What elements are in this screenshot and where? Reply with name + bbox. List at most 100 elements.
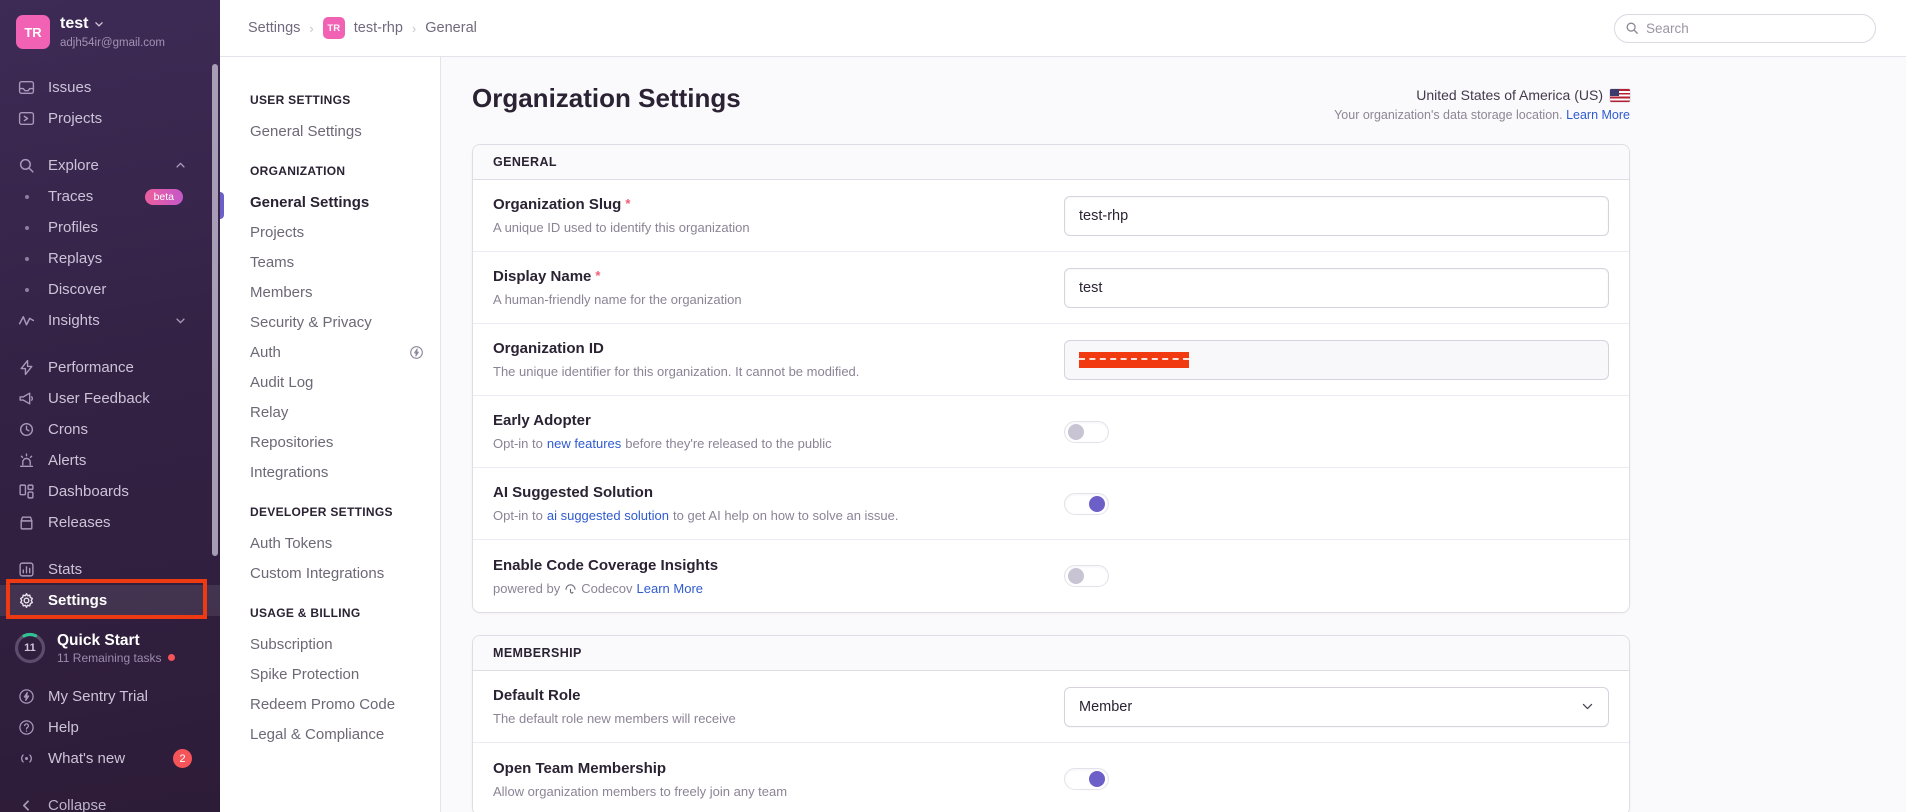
ai-suggested-solution-link[interactable]: ai suggested solution xyxy=(546,508,670,523)
breadcrumb-general[interactable]: General xyxy=(425,20,477,36)
subnav-header-user-settings: USER SETTINGS xyxy=(250,93,351,107)
ai-suggested-solution-toggle[interactable] xyxy=(1064,492,1109,515)
issues-icon xyxy=(18,81,35,95)
megaphone-icon xyxy=(19,392,34,405)
chevron-down-icon xyxy=(95,22,104,27)
subnav-item-members[interactable]: Members xyxy=(250,283,313,301)
codecov-learn-more-link[interactable]: Learn More xyxy=(636,580,704,596)
org-avatar-chip: TR xyxy=(322,17,345,39)
circle-lightning-icon xyxy=(410,345,423,359)
general-panel-header: GENERAL xyxy=(473,145,1629,180)
early-adopter-toggle[interactable] xyxy=(1064,420,1109,443)
early-adopter-row: Early Adopter Opt-in to new features bef… xyxy=(473,396,1629,468)
open-team-membership-row: Open Team Membership Allow organization … xyxy=(473,743,1629,812)
quick-start-count: 11 xyxy=(24,642,36,655)
required-asterisk: * xyxy=(595,268,601,283)
whats-new-badge: 2 xyxy=(173,749,192,769)
codecov-icon xyxy=(565,583,576,594)
subnav-item-legal-compliance[interactable]: Legal & Compliance xyxy=(250,725,385,743)
subnav-item-security-privacy[interactable]: Security & Privacy xyxy=(250,313,372,331)
sidebar-item-explore[interactable]: Explore xyxy=(0,150,220,181)
general-panel: GENERAL Organization Slug * A unique ID u… xyxy=(472,144,1630,613)
primary-sidebar: TR test adjh54ir@gmail.com Issues Projec… xyxy=(0,0,220,812)
sidebar-item-stats[interactable]: Stats xyxy=(0,554,220,585)
subnav-item-redeem-promo-code[interactable]: Redeem Promo Code xyxy=(250,695,396,713)
code-coverage-toggle[interactable] xyxy=(1064,565,1109,587)
toggle-knob xyxy=(1089,495,1105,512)
sidebar-scrollbar[interactable] xyxy=(212,64,218,556)
beta-badge: beta xyxy=(144,188,183,205)
sidebar-item-whats-new[interactable]: What's new 2 xyxy=(0,743,220,774)
display-name-input[interactable] xyxy=(1064,267,1609,308)
default-role-select[interactable]: Member xyxy=(1064,686,1609,727)
bullet-icon xyxy=(18,194,35,199)
region-name: United States of America (US) xyxy=(1416,87,1603,103)
active-nav-indicator xyxy=(220,192,224,219)
sidebar-item-collapse[interactable]: Collapse xyxy=(0,790,220,812)
sidebar-item-crons[interactable]: Crons xyxy=(0,414,220,445)
open-team-membership-toggle[interactable] xyxy=(1064,768,1109,790)
circle-question-icon xyxy=(19,720,34,736)
sidebar-item-help[interactable]: Help xyxy=(0,712,220,743)
subnav-item-teams[interactable]: Teams xyxy=(250,253,295,271)
chevron-up-icon xyxy=(176,162,185,168)
sidebar-item-performance[interactable]: Performance xyxy=(0,352,220,383)
organization-id-field xyxy=(1064,339,1609,380)
subnav-header-developer-settings: DEVELOPER SETTINGS xyxy=(250,505,393,519)
sidebar-item-issues[interactable]: Issues xyxy=(0,72,220,103)
organization-slug-input[interactable] xyxy=(1064,195,1609,236)
bullet-icon xyxy=(18,225,35,230)
subnav-item-relay[interactable]: Relay xyxy=(250,403,289,421)
toggle-knob xyxy=(1068,423,1084,440)
main-content: Organization Settings United States of A… xyxy=(441,57,1906,812)
sidebar-item-dashboards[interactable]: Dashboards xyxy=(0,476,220,507)
region-learn-more-link[interactable]: Learn More xyxy=(1566,108,1630,122)
subnav-item-user-general-settings[interactable]: General Settings xyxy=(250,122,362,140)
breadcrumb-settings[interactable]: Settings xyxy=(248,20,301,36)
data-storage-region: United States of America (US) Your organ… xyxy=(1334,87,1630,122)
sidebar-item-insights[interactable]: Insights xyxy=(0,305,220,336)
circle-lightning-icon xyxy=(19,689,34,705)
sidebar-item-replays[interactable]: Replays xyxy=(0,243,220,274)
subnav-item-custom-integrations[interactable]: Custom Integrations xyxy=(250,564,385,582)
subnav-item-projects[interactable]: Projects xyxy=(250,223,305,241)
sidebar-item-settings[interactable]: Settings xyxy=(0,585,220,617)
sidebar-item-discover[interactable]: Discover xyxy=(0,274,220,305)
user-email: adjh54ir@gmail.com xyxy=(60,37,165,49)
sidebar-item-user-feedback[interactable]: User Feedback xyxy=(0,383,220,414)
sidebar-item-my-sentry-trial[interactable]: My Sentry Trial xyxy=(0,681,220,712)
subnav-item-general-settings[interactable]: General Settings xyxy=(250,193,370,211)
global-search[interactable] xyxy=(1614,13,1876,43)
new-features-link[interactable]: new features xyxy=(546,436,622,451)
search-icon xyxy=(19,159,34,173)
subnav-item-auth-tokens[interactable]: Auth Tokens xyxy=(250,534,333,552)
sidebar-item-releases[interactable]: Releases xyxy=(0,507,220,538)
sidebar-item-profiles[interactable]: Profiles xyxy=(0,212,220,243)
breadcrumb: Settings › TR test-rhp › General xyxy=(248,17,477,39)
sidebar-item-alerts[interactable]: Alerts xyxy=(0,445,220,476)
insights-icon xyxy=(18,316,35,326)
org-switcher[interactable]: TR test adjh54ir@gmail.com xyxy=(0,0,220,50)
subnav-item-integrations[interactable]: Integrations xyxy=(250,463,329,481)
region-description: Your organization's data storage locatio… xyxy=(1334,108,1563,122)
broadcast-icon xyxy=(21,754,32,763)
subnav-item-audit-log[interactable]: Audit Log xyxy=(250,373,314,391)
subnav-item-spike-protection[interactable]: Spike Protection xyxy=(250,665,360,683)
subnav-item-subscription[interactable]: Subscription xyxy=(250,635,333,653)
chevron-down-icon xyxy=(1582,703,1593,710)
dashboard-icon xyxy=(19,484,34,499)
quick-start-item[interactable]: 11 Quick Start 11 Remaining tasks xyxy=(0,622,220,674)
sidebar-item-projects[interactable]: Projects xyxy=(0,103,220,134)
quick-start-title: Quick Start xyxy=(57,631,140,649)
gear-icon xyxy=(19,593,34,609)
avatar: TR xyxy=(16,15,50,50)
subnav-item-repositories[interactable]: Repositories xyxy=(250,433,334,451)
sidebar-item-traces[interactable]: Traces beta xyxy=(0,181,220,212)
topbar: Settings › TR test-rhp › General xyxy=(220,0,1906,57)
default-role-value: Member xyxy=(1079,698,1133,715)
subnav-item-auth[interactable]: Auth xyxy=(250,337,440,367)
breadcrumb-org[interactable]: test-rhp xyxy=(353,20,403,36)
siren-icon xyxy=(19,453,34,468)
search-input[interactable] xyxy=(1646,20,1865,36)
